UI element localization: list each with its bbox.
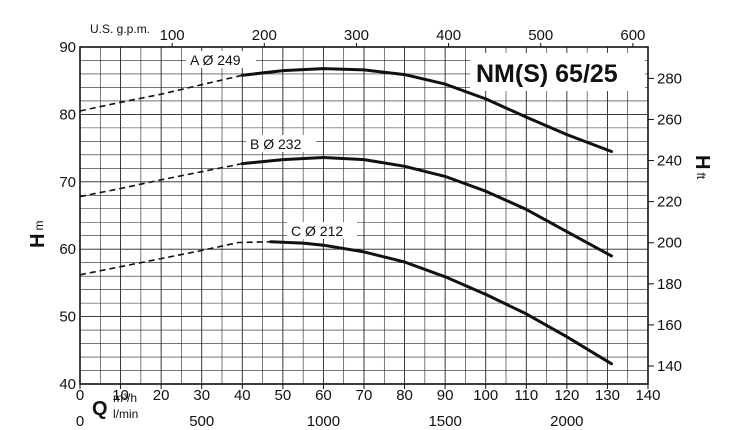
curve-label-b: B Ø 232	[246, 135, 316, 152]
x-lmin-tick-label: 500	[189, 413, 214, 430]
y-tick-label: 60	[59, 241, 76, 258]
y-ft-tick-label: 220	[657, 194, 682, 211]
x-gpm-tick-label: 500	[528, 27, 553, 44]
x-lmin-tick-label: 2000	[550, 413, 583, 430]
x-tick-label: 70	[356, 387, 373, 404]
x-tick-label: 90	[437, 387, 454, 404]
curve-c-solid	[269, 240, 613, 366]
title-box	[470, 53, 645, 91]
x-tick-label: 30	[193, 387, 210, 404]
y-ft-tick-label: 140	[657, 358, 682, 375]
x-gpm-tick-label: 400	[436, 27, 461, 44]
x-tick-label: 120	[554, 387, 579, 404]
tick-labels: 0 10 20 30 40 50 60 70 80 90 100 110 120 130 140 0 500 10…	[59, 27, 682, 430]
x-lmin-tick-label: 0	[76, 413, 84, 430]
chart-title: NM(S) 65/25	[476, 60, 618, 88]
x-tick-label: 110	[514, 387, 538, 404]
curve-a-solid	[240, 67, 613, 153]
y-tick-label: 90	[59, 39, 76, 56]
y-tick-label: 70	[59, 174, 76, 191]
major-grid	[80, 47, 648, 384]
x-tick-label: 20	[153, 387, 170, 404]
curve-b-solid	[240, 156, 613, 258]
y-ft-tick-label: 200	[657, 235, 682, 252]
y-ft-tick-label: 240	[657, 153, 682, 170]
x-gpm-tick-label: 200	[252, 27, 277, 44]
y-ft-tick-label: 280	[657, 70, 682, 87]
y-ft-tick-label: 160	[657, 317, 682, 334]
x-tick-label: 50	[275, 387, 292, 404]
x-tick-label: 100	[473, 387, 498, 404]
x-gpm-tick-label: 100	[160, 27, 185, 44]
y-tick-label: 80	[59, 106, 76, 123]
y-ft-tick-label: 180	[657, 276, 682, 293]
x-tick-label: 10	[112, 387, 129, 404]
x-gpm-tick-label: 600	[620, 27, 645, 44]
curve-c-dashed	[79, 241, 271, 276]
tick-marks	[79, 43, 654, 389]
curve-b-dashed	[79, 162, 243, 198]
y-tick-label: 40	[59, 376, 76, 393]
x-axis-unit-m3h: m³/h	[113, 391, 137, 405]
x-tick-label: 0	[76, 387, 84, 404]
x-lmin-tick-label: 1500	[428, 413, 461, 430]
y-ft-tick-label: 260	[657, 111, 682, 128]
curve-label-a-text: A Ø 249	[190, 52, 241, 68]
x-axis-label: Q	[92, 398, 108, 420]
x-tick-label: 140	[635, 387, 660, 404]
x-axis-unit-lmin: l/min	[113, 407, 138, 421]
curve-label-a: A Ø 249	[186, 51, 256, 68]
x-lmin-tick-label: 1000	[307, 413, 340, 430]
x-tick-label: 40	[234, 387, 251, 404]
x-gpm-tick-label: 300	[344, 27, 369, 44]
y-tick-label: 50	[59, 309, 76, 326]
x-tick-label: 60	[315, 387, 332, 404]
y-axis-label: Hm	[27, 221, 49, 248]
curve-label-c-text: C Ø 212	[291, 223, 343, 239]
x-tick-label: 80	[396, 387, 413, 404]
curve-label-c: C Ø 212	[287, 222, 357, 239]
x-tick-label: 130	[595, 387, 620, 404]
curve-label-b-text: B Ø 232	[250, 136, 302, 152]
y-ft-axis-label: Hft	[691, 155, 713, 180]
curve-a-dashed	[79, 74, 243, 112]
x-axis-unit-gpm: U.S. g.p.m.	[90, 22, 150, 36]
curves	[79, 67, 613, 366]
